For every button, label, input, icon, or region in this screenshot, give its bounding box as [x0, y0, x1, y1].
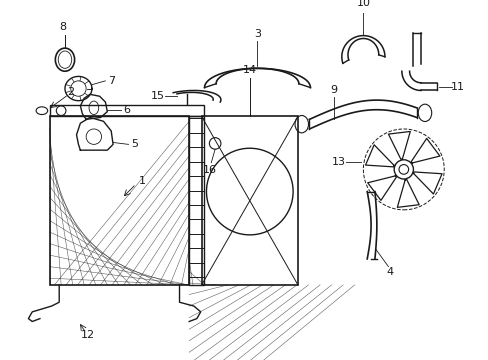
Text: 13: 13	[331, 157, 345, 167]
Text: 1: 1	[138, 176, 145, 186]
Text: 14: 14	[242, 65, 256, 75]
Bar	[189, 117, 203, 285]
Text: 16: 16	[202, 165, 216, 175]
Text: 7: 7	[107, 76, 115, 86]
Bar	[201, 117, 297, 285]
Text: 2: 2	[67, 87, 74, 98]
Text: 11: 11	[450, 82, 464, 92]
Text: 3: 3	[253, 29, 261, 39]
Bar	[49, 117, 189, 285]
Text: 8: 8	[60, 22, 66, 32]
Text: 12: 12	[81, 330, 95, 340]
Text: 5: 5	[130, 139, 138, 149]
Text: 9: 9	[329, 85, 336, 95]
Text: 6: 6	[123, 105, 130, 115]
Text: 10: 10	[356, 0, 369, 8]
Bar	[49, 105, 203, 117]
Text: 15: 15	[150, 91, 164, 101]
Text: 4: 4	[386, 267, 393, 278]
